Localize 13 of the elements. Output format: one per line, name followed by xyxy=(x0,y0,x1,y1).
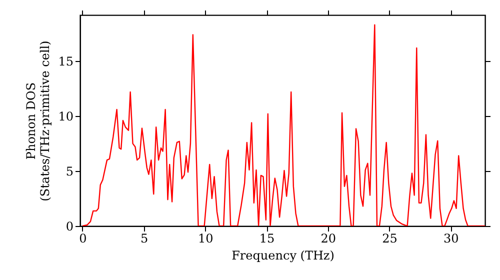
x-tick-label: 20 xyxy=(320,232,336,246)
y-axis-title: Phonon DOS (States/THz·primitive cell) xyxy=(24,40,52,202)
x-tick-label: 10 xyxy=(198,232,214,246)
y-tick-label: 0 xyxy=(66,220,74,234)
x-tick-label: 15 xyxy=(259,232,275,246)
y-tick-label: 15 xyxy=(58,54,74,69)
x-axis-title: Frequency (THz) xyxy=(232,248,334,262)
x-tick-label: 0 xyxy=(79,232,87,246)
x-tick-label: 30 xyxy=(443,232,459,246)
y-tick-label: 5 xyxy=(66,164,74,179)
x-tick-label: 5 xyxy=(140,232,148,246)
y-tick-label: 10 xyxy=(58,110,74,124)
x-tick-label: 25 xyxy=(382,232,398,246)
